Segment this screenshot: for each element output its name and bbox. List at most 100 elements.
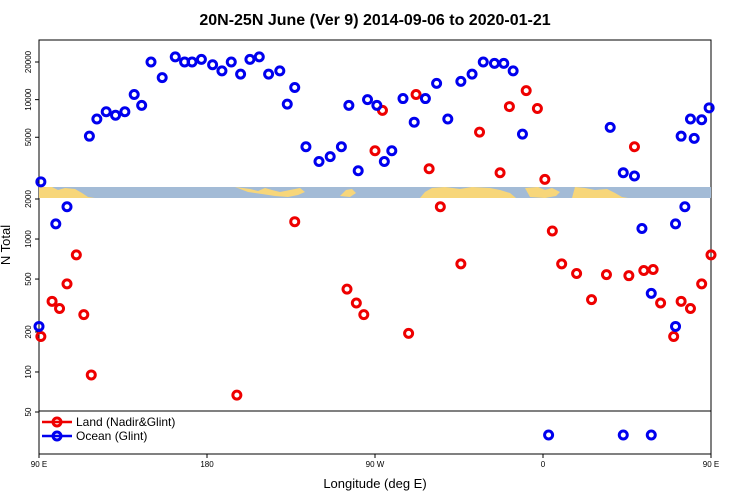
- world-map-strip: [39, 187, 711, 198]
- land-point: [600, 269, 612, 281]
- ocean-point: [628, 170, 640, 182]
- ocean-point: [604, 121, 616, 133]
- ocean-point: [670, 218, 682, 230]
- ocean-series: [33, 51, 715, 441]
- land-point: [54, 303, 66, 315]
- land-point: [494, 167, 506, 179]
- ocean-point: [207, 59, 219, 71]
- land-point: [556, 258, 568, 270]
- land-point: [655, 297, 667, 309]
- ocean-point: [195, 53, 207, 65]
- land-point: [705, 249, 717, 261]
- x-tick-label: 90 E: [703, 460, 719, 469]
- y-axis: 50 100 200 500 1000 2000 5000 10000 20000: [24, 50, 39, 416]
- ocean-point: [235, 68, 247, 80]
- ocean-point: [617, 167, 629, 179]
- ocean-point: [136, 99, 148, 111]
- ocean-point: [675, 130, 687, 142]
- land-point: [628, 141, 640, 153]
- x-axis: 90 E 180 90 W 0 90 E: [31, 454, 719, 469]
- legend-land-label: Land (Nadir&Glint): [76, 415, 175, 429]
- land-point: [369, 145, 381, 157]
- land-point: [358, 309, 370, 321]
- ocean-point: [169, 51, 181, 63]
- land-point: [520, 85, 532, 97]
- ocean-point: [466, 68, 478, 80]
- land-point: [668, 330, 680, 342]
- land-point: [546, 225, 558, 237]
- ocean-point: [507, 65, 519, 77]
- ocean-point: [442, 113, 454, 125]
- legend-ocean-label: Ocean (Glint): [76, 429, 147, 443]
- land-point: [410, 88, 422, 100]
- land-point: [350, 297, 362, 309]
- x-tick-label: 0: [541, 460, 546, 469]
- chart-title: 20N-25N June (Ver 9) 2014-09-06 to 2020-…: [199, 12, 550, 29]
- map-land-shape: [420, 187, 516, 198]
- ocean-point: [313, 155, 325, 167]
- ocean-point-low: [543, 429, 555, 441]
- land-point: [70, 249, 82, 261]
- x-tick-label: 180: [200, 460, 214, 469]
- land-point: [684, 303, 696, 315]
- y-tick-label: 5000: [24, 128, 33, 146]
- ocean-point: [324, 151, 336, 163]
- land-point: [586, 294, 598, 306]
- ocean-point: [50, 218, 62, 230]
- ocean-point: [645, 287, 657, 299]
- ocean-point: [498, 57, 510, 69]
- ocean-point: [371, 99, 383, 111]
- ocean-point: [274, 65, 286, 77]
- ocean-point: [516, 128, 528, 140]
- ocean-point: [35, 176, 47, 188]
- ocean-point: [253, 51, 265, 63]
- ocean-point: [684, 113, 696, 125]
- ocean-point: [679, 201, 691, 213]
- ocean-point: [343, 99, 355, 111]
- x-axis-label: Longitude (deg E): [323, 476, 426, 491]
- ocean-point: [670, 320, 682, 332]
- ocean-point: [455, 75, 467, 87]
- land-point: [423, 163, 435, 175]
- ocean-point: [225, 56, 237, 68]
- land-point: [503, 101, 515, 113]
- land-point: [647, 263, 659, 275]
- ocean-point: [61, 201, 73, 213]
- land-point: [571, 268, 583, 280]
- ocean-point: [335, 141, 347, 153]
- land-point: [78, 309, 90, 321]
- ocean-point: [696, 114, 708, 126]
- ocean-point: [386, 145, 398, 157]
- ocean-point: [216, 65, 228, 77]
- ocean-point: [431, 77, 443, 89]
- ocean-point: [186, 56, 198, 68]
- y-tick-label: 50: [24, 407, 33, 416]
- land-point: [46, 295, 58, 307]
- ocean-point: [636, 222, 648, 234]
- ocean-point-low: [617, 429, 629, 441]
- map-land-shape: [235, 187, 305, 197]
- ocean-point: [263, 68, 275, 80]
- y-tick-label: 10000: [24, 88, 33, 111]
- ocean-point: [33, 320, 45, 332]
- ocean-point: [408, 116, 420, 128]
- land-series: [35, 85, 717, 401]
- ocean-point: [703, 102, 715, 114]
- ocean-point: [110, 109, 122, 121]
- y-tick-label: 100: [24, 365, 33, 379]
- map-land-shape: [572, 187, 628, 198]
- ocean-point: [378, 155, 390, 167]
- map-land-shape: [340, 189, 356, 197]
- land-point: [35, 330, 47, 342]
- land-point: [638, 264, 650, 276]
- ocean-point: [91, 113, 103, 125]
- y-tick-label: 20000: [24, 50, 33, 73]
- ocean-point: [688, 132, 700, 144]
- ocean-point: [300, 141, 312, 153]
- land-point: [531, 102, 543, 114]
- land-point: [696, 278, 708, 290]
- ocean-point: [488, 57, 500, 69]
- land-point: [61, 278, 73, 290]
- ocean-point: [352, 165, 364, 177]
